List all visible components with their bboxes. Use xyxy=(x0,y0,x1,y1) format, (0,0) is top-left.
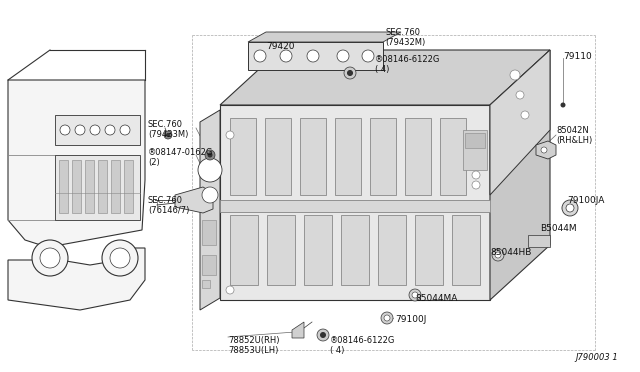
Bar xyxy=(267,215,295,285)
Circle shape xyxy=(344,67,356,79)
Circle shape xyxy=(90,125,100,135)
Text: J790003 1: J790003 1 xyxy=(575,353,618,362)
Bar xyxy=(230,215,258,285)
Circle shape xyxy=(166,133,170,137)
Polygon shape xyxy=(490,50,550,300)
Circle shape xyxy=(412,292,418,298)
Text: SEC.760
(79432M): SEC.760 (79432M) xyxy=(385,28,425,47)
Circle shape xyxy=(226,131,234,139)
Bar xyxy=(335,118,361,195)
Bar xyxy=(98,160,107,213)
Bar xyxy=(415,215,443,285)
Text: 85044HB: 85044HB xyxy=(490,248,531,257)
Circle shape xyxy=(472,181,480,189)
Circle shape xyxy=(75,125,85,135)
Polygon shape xyxy=(536,141,556,159)
Bar xyxy=(370,118,396,195)
Bar xyxy=(341,215,369,285)
Circle shape xyxy=(102,240,138,276)
Circle shape xyxy=(409,289,421,301)
Circle shape xyxy=(566,204,574,212)
Polygon shape xyxy=(490,50,550,195)
Circle shape xyxy=(280,50,292,62)
Bar xyxy=(59,160,68,213)
Text: 79110: 79110 xyxy=(563,52,592,61)
Circle shape xyxy=(384,315,390,321)
Bar xyxy=(248,42,383,70)
Text: SEC.760
(76146/7): SEC.760 (76146/7) xyxy=(148,196,189,215)
Circle shape xyxy=(32,240,68,276)
Bar xyxy=(440,118,466,195)
Circle shape xyxy=(472,171,480,179)
Bar xyxy=(528,235,550,247)
Text: 79420: 79420 xyxy=(266,42,294,51)
Circle shape xyxy=(110,248,130,268)
Text: B5044M: B5044M xyxy=(540,224,577,233)
Circle shape xyxy=(492,249,504,261)
Text: 78852U(RH)
78853U(LH): 78852U(RH) 78853U(LH) xyxy=(228,336,280,355)
Circle shape xyxy=(521,111,529,119)
Circle shape xyxy=(510,70,520,80)
Bar xyxy=(124,160,133,213)
Bar xyxy=(55,155,140,220)
Circle shape xyxy=(254,50,266,62)
Circle shape xyxy=(205,150,215,160)
Circle shape xyxy=(198,158,222,182)
Bar xyxy=(202,280,210,288)
Text: 79100J: 79100J xyxy=(395,315,426,324)
Bar xyxy=(465,133,485,148)
Bar xyxy=(72,160,81,213)
Bar xyxy=(111,160,120,213)
Bar xyxy=(85,160,94,213)
Bar xyxy=(230,118,256,195)
Circle shape xyxy=(348,71,353,76)
Text: ®08146-6122G
( 4): ®08146-6122G ( 4) xyxy=(330,336,396,355)
Circle shape xyxy=(381,312,393,324)
Circle shape xyxy=(562,200,578,216)
Circle shape xyxy=(541,147,547,153)
Polygon shape xyxy=(292,322,304,338)
Polygon shape xyxy=(8,80,145,310)
Polygon shape xyxy=(248,32,401,42)
Bar xyxy=(55,115,140,145)
Circle shape xyxy=(362,50,374,62)
Circle shape xyxy=(226,286,234,294)
Circle shape xyxy=(317,329,329,341)
Bar xyxy=(265,118,291,195)
Text: SEC.760
(79433M): SEC.760 (79433M) xyxy=(148,120,188,140)
Text: ®08146-6122G
( 4): ®08146-6122G ( 4) xyxy=(375,55,440,74)
Text: 79100JA: 79100JA xyxy=(567,196,604,205)
Polygon shape xyxy=(220,105,490,300)
Circle shape xyxy=(60,125,70,135)
Circle shape xyxy=(307,50,319,62)
Circle shape xyxy=(208,153,212,157)
Circle shape xyxy=(561,103,566,108)
Circle shape xyxy=(202,187,218,203)
Circle shape xyxy=(347,70,353,76)
Circle shape xyxy=(320,332,326,338)
Polygon shape xyxy=(200,110,220,310)
Circle shape xyxy=(120,125,130,135)
Circle shape xyxy=(40,248,60,268)
Polygon shape xyxy=(175,187,213,213)
Circle shape xyxy=(164,131,172,139)
Bar xyxy=(220,200,490,212)
Bar xyxy=(300,118,326,195)
Bar xyxy=(463,130,487,170)
Bar xyxy=(202,220,216,245)
Text: ®08147-0162G
(2): ®08147-0162G (2) xyxy=(148,148,213,167)
Text: 85042N
(RH&LH): 85042N (RH&LH) xyxy=(556,126,592,145)
Bar xyxy=(202,255,216,275)
Bar xyxy=(452,215,480,285)
Bar xyxy=(378,215,406,285)
Circle shape xyxy=(516,91,524,99)
Circle shape xyxy=(337,50,349,62)
Bar xyxy=(405,118,431,195)
Text: 85044MA: 85044MA xyxy=(415,294,458,303)
Circle shape xyxy=(495,252,501,258)
Polygon shape xyxy=(220,50,550,105)
Circle shape xyxy=(207,153,212,157)
Bar xyxy=(304,215,332,285)
Circle shape xyxy=(105,125,115,135)
